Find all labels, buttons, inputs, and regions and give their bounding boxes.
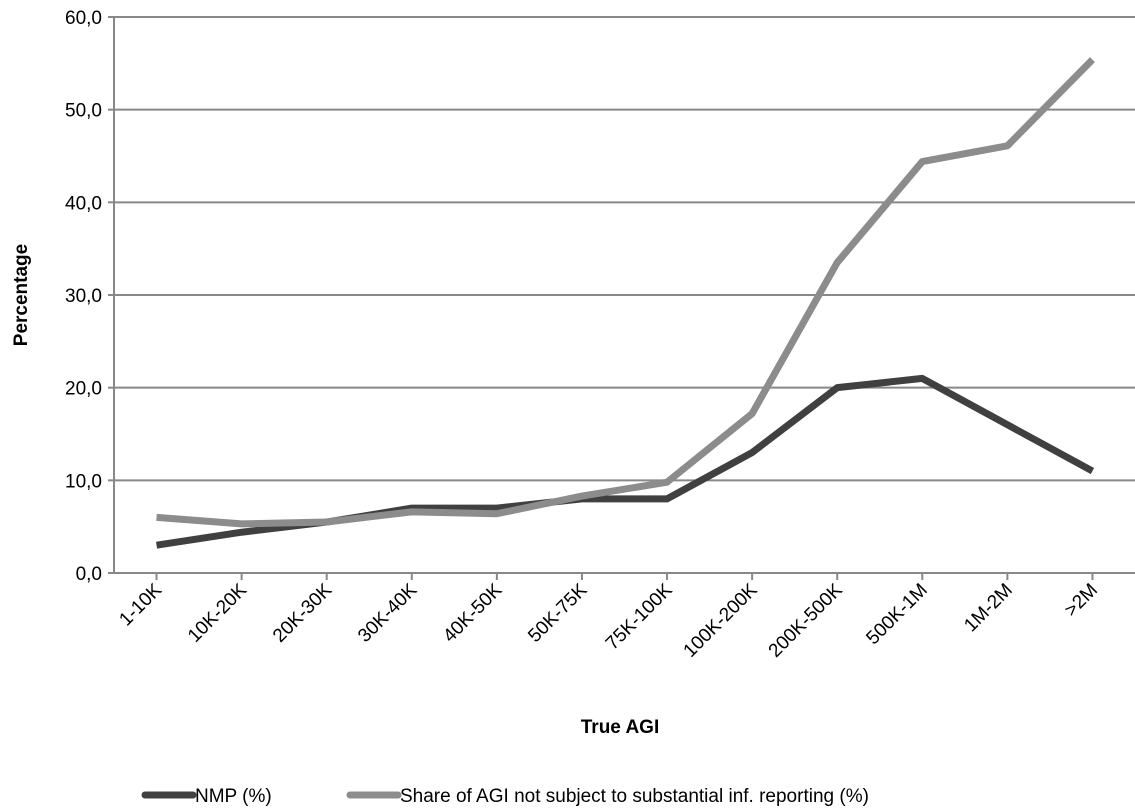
x-tick-label: 500K-1M bbox=[862, 580, 931, 649]
y-tick-label: 50,0 bbox=[65, 101, 102, 122]
x-tick-label: >2M bbox=[1061, 580, 1102, 621]
legend-label: Share of AGI not subject to substantial … bbox=[400, 786, 869, 807]
x-tick-label: 10K-20K bbox=[184, 579, 251, 646]
x-tick-label: 50K-75K bbox=[524, 579, 591, 646]
y-tick-label: 10,0 bbox=[65, 471, 102, 492]
legend-label: NMP (%) bbox=[195, 786, 272, 807]
x-axis-title: True AGI bbox=[581, 717, 659, 738]
x-tick-label: 1M-2M bbox=[960, 580, 1017, 637]
y-tick-label: 40,0 bbox=[65, 193, 102, 214]
x-tick-label: 200K-500K bbox=[765, 579, 847, 661]
x-tick-label: 1-10K bbox=[115, 579, 166, 630]
x-tick-label: 75K-100K bbox=[602, 579, 677, 654]
y-tick-label: 20,0 bbox=[65, 379, 102, 400]
y-axis-title: Percentage bbox=[11, 244, 32, 346]
data-line bbox=[156, 57, 1095, 528]
x-tick-label: 30K-40K bbox=[354, 579, 421, 646]
x-tick-label: 20K-30K bbox=[269, 579, 336, 646]
y-tick-label: 0,0 bbox=[76, 564, 102, 585]
x-tick-label: 100K-200K bbox=[680, 579, 762, 661]
y-tick-label: 30,0 bbox=[65, 286, 102, 307]
y-tick-label: 60,0 bbox=[65, 8, 102, 29]
x-tick-label: 40K-50K bbox=[439, 579, 506, 646]
